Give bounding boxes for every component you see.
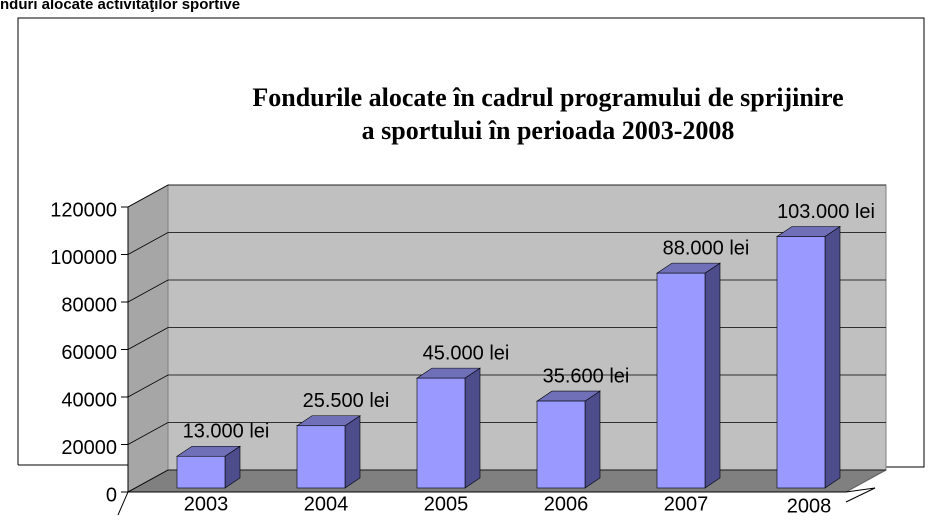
y-tick-label: 80000	[61, 294, 117, 316]
grid-line	[127, 422, 886, 445]
data-label: 13.000 lei	[183, 421, 270, 443]
bar-front	[536, 400, 586, 489]
data-label: 45.000 lei	[423, 342, 510, 364]
grid-line	[127, 279, 886, 303]
chart-title: Fondurile alocate în cadrul programului …	[252, 83, 843, 145]
y-tick-label: 20000	[61, 437, 117, 459]
bar-front	[776, 236, 826, 489]
grid-line	[127, 327, 886, 350]
grid-line	[127, 184, 886, 208]
bar	[656, 262, 721, 489]
bar-front	[656, 272, 706, 489]
y-tick-label: 120000	[50, 199, 117, 221]
bar-side	[344, 415, 361, 489]
bar	[536, 390, 601, 489]
data-label: 35.600 lei	[543, 365, 630, 387]
data-label: 25.500 lei	[303, 390, 390, 412]
bar	[296, 415, 361, 489]
bar-front	[296, 425, 346, 489]
floor-edge	[117, 487, 876, 516]
grid-line	[127, 374, 886, 398]
x-tick-label: 2004	[304, 493, 349, 515]
bar-front	[176, 455, 226, 489]
x-tick-label: 2005	[424, 493, 469, 515]
bar-side	[704, 262, 721, 489]
bar-side	[824, 225, 841, 489]
bar-front	[416, 377, 466, 489]
data-label: 88.000 lei	[663, 237, 750, 259]
bar	[416, 367, 481, 489]
x-tick-label: 2003	[184, 493, 229, 515]
x-tick-label: 2007	[664, 493, 709, 515]
floor	[127, 469, 887, 493]
bar	[776, 225, 841, 489]
grid-line	[127, 469, 886, 493]
y-tick-label: 40000	[61, 389, 117, 411]
grid-line	[127, 232, 886, 255]
frame	[17, 17, 925, 468]
bar-side	[464, 367, 481, 489]
page-heading: nduri alocate activităţilor sportive	[0, 0, 240, 13]
x-tick-label: 2006	[544, 493, 589, 515]
plot-area: 0 20000 40000 60000 80000 100000 120000 13.000 …	[50, 184, 887, 517]
y-tick-label: 60000	[61, 342, 117, 364]
bar-side	[584, 390, 601, 489]
x-tick-label: 2008	[787, 495, 832, 517]
data-label: 103.000 lei	[777, 201, 875, 223]
bar	[176, 445, 241, 489]
y-tick-label: 100000	[50, 247, 117, 269]
y-tick-label: 0	[106, 484, 117, 506]
